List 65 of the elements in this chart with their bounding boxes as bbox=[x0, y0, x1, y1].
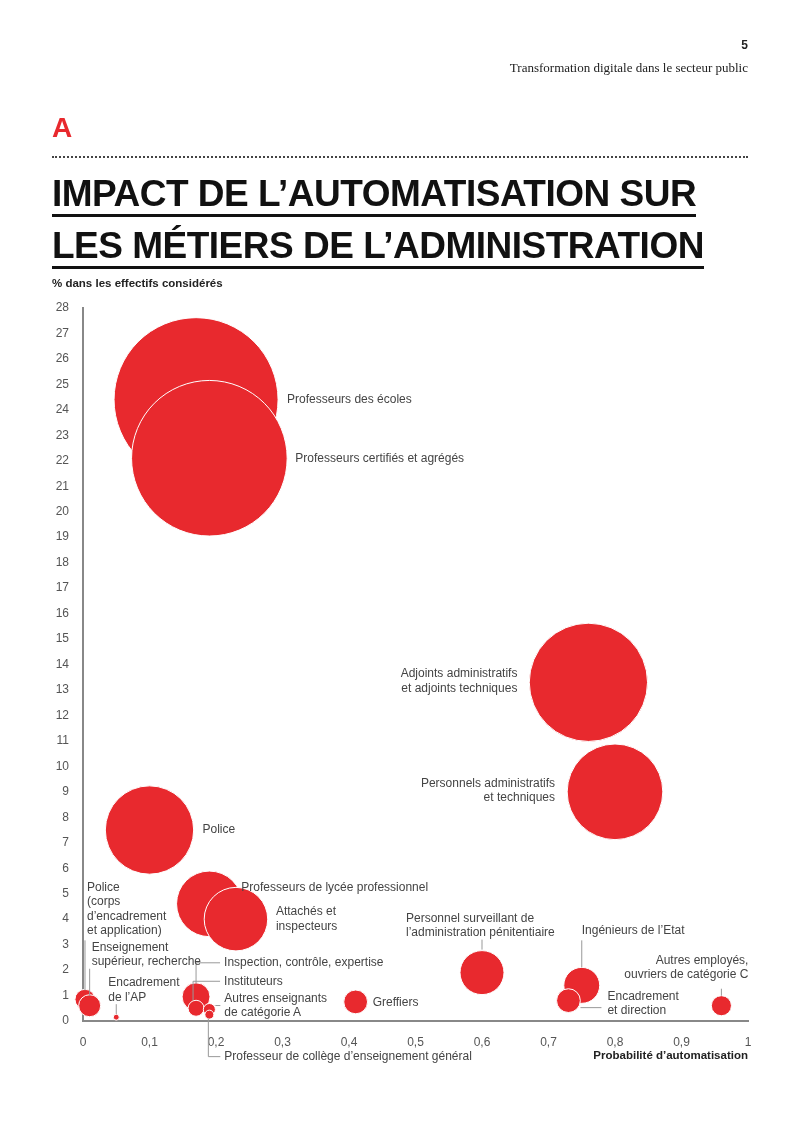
y-tick-label: 19 bbox=[55, 529, 70, 544]
y-tick-label: 1 bbox=[62, 987, 70, 1002]
text: 5 bbox=[741, 38, 748, 52]
y-tick-label: 21 bbox=[55, 478, 70, 493]
series-label: Personnels administratifs et techniques bbox=[420, 775, 555, 805]
y-tick-label: 14 bbox=[55, 656, 70, 671]
series-label: Adjoints administratifs et adjoints techniques bbox=[400, 666, 518, 695]
text: Police (corps d’encadrement et application) bbox=[87, 879, 168, 938]
x-tick-label: 0,8 bbox=[606, 1034, 624, 1049]
x-tick-label: 0,1 bbox=[141, 1034, 159, 1049]
text: Personnel surveillant de l’administration pénitentiaire bbox=[406, 910, 556, 940]
chart-subtitle: Transformation digitale dans le secteur public bbox=[509, 60, 748, 76]
y-axis-title: % dans les effectifs considérés bbox=[52, 277, 223, 289]
y-tick-label: 24 bbox=[55, 402, 70, 417]
x-tick-label: 0,5 bbox=[407, 1034, 425, 1049]
y-tick-label: 16 bbox=[55, 605, 70, 620]
y-tick-label: 3 bbox=[62, 936, 70, 951]
y-tick-label: 25 bbox=[55, 376, 70, 391]
y-tick-label: 2 bbox=[62, 962, 70, 977]
text: Professeur de collège d’enseignement général bbox=[224, 1048, 472, 1063]
y-tick-label: 6 bbox=[62, 860, 70, 875]
y-tick-label: 15 bbox=[55, 631, 70, 646]
text: A bbox=[52, 112, 73, 144]
series-label: Professeurs des écoles bbox=[287, 391, 412, 406]
y-tick-label: 22 bbox=[55, 453, 70, 468]
series-label: Attachés et inspecteurs bbox=[275, 904, 338, 933]
y-tick-label: 12 bbox=[55, 707, 70, 722]
y-tick-label: 9 bbox=[62, 784, 70, 799]
x-tick-label: 0,9 bbox=[673, 1034, 691, 1049]
y-tick-label: 0 bbox=[62, 1013, 70, 1028]
series-label: Professeurs de lycée professionnel bbox=[241, 880, 429, 895]
x-tick-label: 0,3 bbox=[274, 1034, 292, 1049]
y-tick-label: 17 bbox=[55, 580, 70, 595]
text: Autres employés, ouvriers de catégorie C bbox=[624, 952, 749, 982]
chart-title: IMPACT DE L’AUTOMATISATION SUR LES MÉTIERS DE L’ADMINISTRATION bbox=[52, 173, 704, 269]
y-tick-label: 23 bbox=[55, 427, 70, 442]
y-tick-label: 11 bbox=[56, 733, 70, 748]
y-tick-label: 8 bbox=[62, 809, 70, 824]
series-label: Greffiers bbox=[372, 995, 419, 1010]
y-tick-label: 4 bbox=[62, 911, 70, 926]
x-tick-label: 0,7 bbox=[540, 1034, 558, 1049]
text: Enseignement supérieur, recherche bbox=[91, 939, 202, 969]
x-tick-label: 0,4 bbox=[340, 1034, 358, 1049]
y-tick-label: 28 bbox=[55, 300, 70, 315]
x-tick-label: 0,2 bbox=[207, 1034, 225, 1049]
y-tick-label: 18 bbox=[55, 554, 70, 569]
y-tick-label: 10 bbox=[55, 758, 70, 773]
x-tick-label: 1 bbox=[744, 1034, 752, 1049]
x-axis-title: Probabilité d’automatisation bbox=[593, 1049, 748, 1061]
y-tick-label: 5 bbox=[62, 885, 70, 900]
series-label: Professeurs certifiés et agrégés bbox=[295, 450, 465, 465]
series-label: Encadrement de l’AP bbox=[108, 975, 181, 1004]
y-tick-label: 26 bbox=[55, 351, 70, 366]
series-label: Autres enseignants de catégorie A bbox=[224, 990, 328, 1020]
text: Instituteurs bbox=[224, 973, 283, 988]
y-tick-label: 13 bbox=[55, 682, 70, 697]
x-tick-label: 0 bbox=[79, 1034, 87, 1049]
y-tick-label: 20 bbox=[55, 504, 70, 519]
x-tick-label: 0,6 bbox=[473, 1034, 491, 1049]
text: Encadrement et direction bbox=[607, 988, 680, 1018]
series-label: Police bbox=[202, 822, 236, 837]
text: Inspection, contrôle, expertise bbox=[224, 955, 384, 970]
y-tick-label: 27 bbox=[55, 325, 70, 340]
y-tick-label: 7 bbox=[62, 835, 70, 850]
text: Ingénieurs de l’Etat bbox=[581, 922, 686, 937]
